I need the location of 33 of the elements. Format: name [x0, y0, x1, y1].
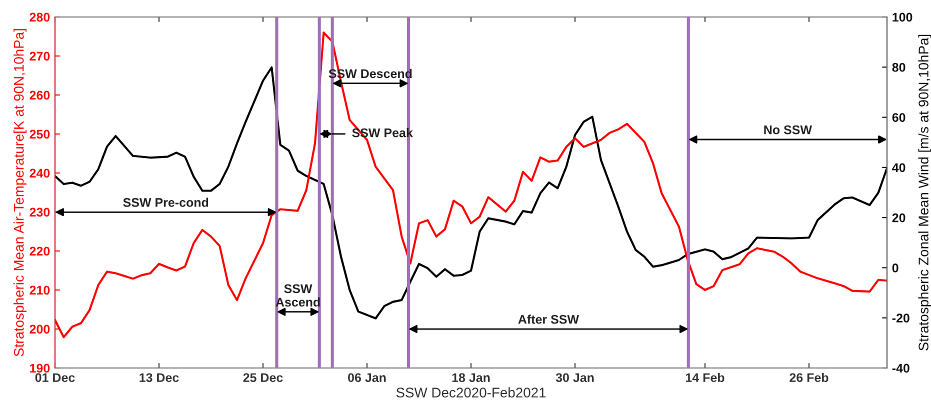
y2-tick-label: 0	[892, 264, 898, 272]
x-tick-label: 01 Dec	[35, 373, 75, 382]
x-tick-label: 30 Jan	[556, 373, 594, 382]
y-tick-label: 220	[30, 246, 50, 256]
y-axis-title: Stratospheric Mean Air-Temperature[K at 90N,10hPa]	[14, 29, 27, 356]
y2-tick-label: -20	[892, 314, 910, 323]
y-tick-label: 190	[30, 364, 50, 373]
x-tick-label: 25 Dec	[243, 373, 283, 382]
y-tick-label: 230	[30, 208, 50, 217]
x-tick-label: 14 Feb	[686, 372, 724, 382]
line-series	[55, 32, 887, 338]
y-tick-label: 240	[30, 168, 50, 178]
y2-tick-label: 20	[892, 213, 906, 222]
y-tick-label: 270	[30, 52, 50, 61]
y2-tick-label: 100	[892, 12, 912, 22]
y2-tick-label: 40	[892, 163, 906, 172]
y-tick-label: 200	[30, 324, 50, 334]
y-tick-label: 210	[30, 286, 50, 295]
x-tick-label: 18 Jan	[452, 373, 490, 382]
x-tick-label: 26 Feb	[790, 372, 828, 382]
y2-tick-label: 80	[892, 62, 906, 72]
y-tick-label: 280	[30, 12, 50, 22]
y-tick-label: 250	[30, 130, 50, 139]
annotation: SSW Pre-cond	[123, 198, 208, 207]
y-tick-label: 260	[30, 90, 50, 100]
annotation: No SSW	[764, 125, 812, 134]
x-axis-title: SSW Dec2020-Feb2021	[396, 387, 546, 398]
y2-tick-label: 60	[892, 113, 906, 122]
x-tick-label: 06 Jan	[348, 373, 386, 382]
x-tick-label: 13 Dec	[140, 373, 179, 382]
annotation: After SSW	[518, 314, 579, 324]
y2-tick-label: -40	[892, 364, 910, 373]
y2-axis-title: Stratospheric Zonal Mean Wind [m/s at 90N,10hPa]	[918, 34, 931, 350]
